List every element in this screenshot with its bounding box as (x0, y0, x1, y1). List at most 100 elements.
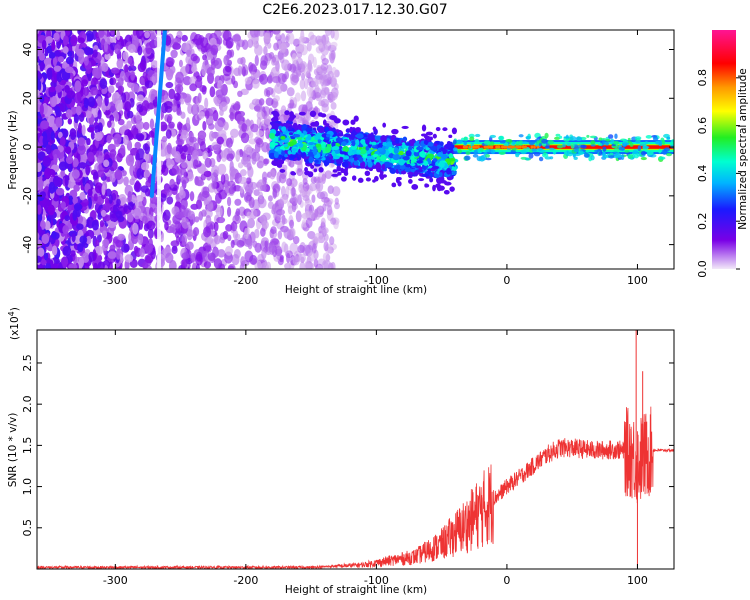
spectrogram-carrier-cell (635, 140, 641, 144)
spectrogram-cell (292, 255, 300, 266)
chart-title: C2E6.2023.017.12.30.G07 (262, 2, 447, 18)
spectrogram-band-cell (445, 143, 451, 149)
spectrogram-band-cell (410, 155, 415, 161)
spectrogram-cell (163, 209, 171, 221)
spectrogram-cell (292, 236, 300, 245)
spectrogram-cell (141, 215, 148, 225)
spectrogram-cell (297, 244, 305, 254)
spectrogram-carrier-cell (465, 151, 471, 155)
spectrogram-cell (245, 177, 252, 185)
spectrogram-cell (260, 262, 269, 269)
snr-xtick-label: 0 (503, 574, 510, 587)
spectrogram-cell (232, 34, 241, 42)
spectrogram-cell (254, 55, 259, 67)
spectrogram-cell (178, 59, 183, 68)
spectrogram-cell (53, 65, 62, 72)
spectrogram-cell (175, 211, 184, 219)
spectrogram-cell (62, 35, 69, 47)
spectrogram-carrier-cell (629, 142, 634, 147)
spectrogram-band-cell (316, 132, 322, 138)
spectrogram-band-cell (289, 115, 296, 119)
spectrogram-cell (161, 102, 168, 114)
spectrogram-cell (286, 178, 293, 187)
spectrogram-cell (101, 184, 106, 196)
spectrogram-cell (207, 252, 216, 262)
spectrogram-band-cell (273, 151, 279, 159)
spectrogram-band-cell (297, 123, 302, 130)
spectrogram-carrier-cell (490, 149, 496, 155)
spectrogram-carrier-cell (642, 146, 650, 149)
spectrogram-cell (48, 52, 56, 59)
spectrogram-band-cell (401, 142, 406, 149)
spectrogram-cell (189, 191, 195, 202)
spectrogram-cell (90, 131, 95, 140)
spectrogram-cell (96, 169, 105, 178)
spectrogram-cell (85, 110, 92, 119)
spectrogram-carrier-cell (570, 142, 575, 149)
spectrogram-peak (490, 145, 493, 149)
spectrogram-cell (235, 208, 241, 216)
spectrogram-band-cell (398, 158, 405, 166)
spectrogram-cell (243, 144, 253, 155)
spectrogram-cell (39, 191, 46, 198)
spectrogram-cell (181, 252, 190, 260)
spectrogram-carrier-cell (499, 151, 506, 155)
spectrogram-cell (292, 38, 301, 47)
spectrogram-band-cell (288, 117, 294, 122)
spectrogram-cell (52, 175, 60, 187)
spectrogram-band-cell (397, 181, 402, 187)
spectrogram-cell (37, 232, 40, 241)
spectrogram-cell (51, 95, 58, 107)
spectrogram-cell (313, 258, 319, 268)
colorbar-tick-label: 0.2 (696, 212, 709, 230)
spectrogram-cell (181, 234, 188, 246)
spectrogram-band-cell (279, 168, 286, 173)
spectrogram-cell (254, 228, 260, 239)
spectrogram-band-cell (313, 168, 318, 173)
spectrogram-cell (186, 229, 193, 241)
spectrogram-cell (51, 245, 58, 256)
spectrogram-carrier-cell (663, 147, 670, 152)
spectrogram-cell (195, 199, 203, 210)
spectrogram-cell (203, 226, 212, 238)
spectrogram-carrier-cell (464, 155, 471, 161)
spectrogram-cell (45, 36, 53, 44)
spectrogram-cell (289, 63, 297, 73)
spectrogram-carrier-cell (603, 154, 608, 159)
spectrogram-carrier-cell (520, 149, 527, 155)
spectrogram-band-cell (298, 142, 304, 148)
spectrogram-cell (286, 252, 291, 264)
spectrogram-cell (147, 228, 154, 239)
spectrogram-cell (280, 185, 286, 197)
spectrogram-band-cell (284, 153, 288, 158)
spectrogram-cell (260, 184, 267, 192)
spectrogram-band-cell (381, 163, 386, 171)
spectrogram-cell (44, 167, 52, 180)
spectrogram-cell (249, 254, 258, 265)
spectrogram-cell (42, 135, 48, 146)
colorbar-tick-label: 0.4 (696, 165, 709, 183)
spectrogram-cell (310, 176, 317, 184)
spectrogram-peak (522, 145, 525, 149)
spectrogram-carrier-cell (525, 157, 530, 161)
spectrogram-carrier-cell (605, 141, 609, 146)
spectrogram-cell (216, 136, 225, 145)
snr-plot: -300 -200 -100 0 100 0.5 1.0 1.5 2.0 2.5 Height o… (7, 307, 675, 596)
spectrogram-band-cell (357, 177, 364, 183)
spectrogram-cell (182, 145, 188, 153)
spectrogram-cell (261, 220, 269, 230)
spectrogram-cell (237, 65, 242, 77)
spectrogram-cell (321, 196, 330, 203)
spectrogram-cell (219, 263, 225, 269)
spectrogram-cell (246, 211, 252, 219)
snr-marks (37, 330, 674, 569)
spectrogram-carrier-cell (566, 142, 572, 147)
spectrogram-cell (68, 195, 74, 205)
spectrogram-carrier-cell (518, 140, 524, 146)
spectrogram-cell (210, 62, 216, 71)
spectrogram-band-cell (308, 141, 315, 146)
spectrogram-carrier-cell (544, 132, 549, 139)
spectrogram-cell (299, 61, 307, 69)
spectrogram-band-cell (402, 155, 410, 161)
spectrogram-cell (72, 209, 78, 221)
